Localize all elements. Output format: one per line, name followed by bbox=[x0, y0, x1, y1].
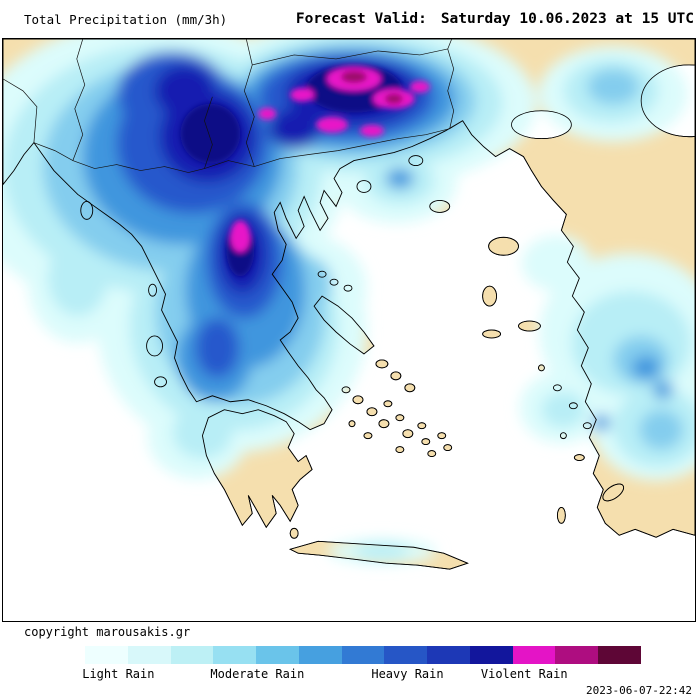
legend-color-bar bbox=[85, 646, 641, 664]
copyright-text: copyright marousakis.gr bbox=[24, 625, 191, 639]
legend: Light Rain Moderate Rain Heavy Rain Violent… bbox=[82, 646, 641, 682]
legend-swatch bbox=[469, 646, 513, 664]
legend-label: Light Rain bbox=[82, 667, 155, 681]
legend-swatch bbox=[256, 646, 299, 664]
forecast-valid: Forecast Valid: Saturday 10.06.2023 at 1… bbox=[296, 11, 694, 27]
precipitation-layer bbox=[3, 39, 695, 565]
page-title: Total Precipitation (mm/3h) bbox=[24, 11, 228, 27]
legend-swatch bbox=[512, 646, 556, 664]
country-borders-layer bbox=[3, 39, 463, 173]
header: Total Precipitation (mm/3h) Forecast Val… bbox=[0, 0, 700, 38]
legend-swatch bbox=[384, 646, 428, 664]
legend-swatch bbox=[127, 646, 171, 664]
legend-swatch bbox=[298, 646, 342, 664]
generation-timestamp: 2023-06-07-22:42 bbox=[586, 684, 692, 697]
legend-swatch bbox=[598, 646, 641, 664]
legend-swatch bbox=[85, 646, 128, 664]
legend-label: Moderate Rain bbox=[210, 667, 305, 681]
forecast-valid-label: Forecast Valid: bbox=[295, 11, 427, 27]
legend-label: Violent Rain bbox=[480, 667, 568, 681]
map-area bbox=[2, 38, 696, 622]
greece-precipitation-map bbox=[3, 39, 695, 621]
legend-swatch bbox=[341, 646, 385, 664]
legend-swatch bbox=[427, 646, 470, 664]
legend-swatch bbox=[170, 646, 214, 664]
legend-label: Heavy Rain bbox=[371, 667, 444, 681]
legend-swatch bbox=[555, 646, 599, 664]
coastline-layer bbox=[3, 39, 695, 570]
legend-labels: Light Rain Moderate Rain Heavy Rain Violent… bbox=[82, 664, 641, 682]
forecast-valid-value: Saturday 10.06.2023 at 15 UTC bbox=[440, 11, 694, 27]
legend-swatch bbox=[213, 646, 257, 664]
